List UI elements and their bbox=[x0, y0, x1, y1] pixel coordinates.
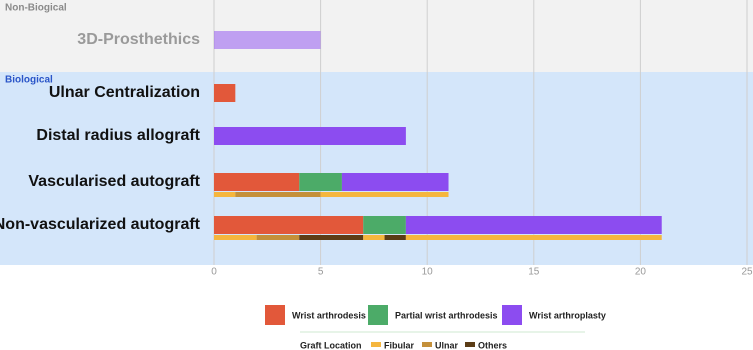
legend-label: Partial wrist arthrodesis bbox=[395, 310, 498, 320]
category-label: Distal radius allograft bbox=[36, 127, 200, 144]
graft-segment bbox=[256, 235, 300, 240]
bar-segment bbox=[214, 173, 300, 191]
bar-segment bbox=[299, 173, 342, 191]
x-tick-label: 5 bbox=[318, 267, 324, 278]
graft-legend-swatch bbox=[371, 342, 381, 347]
legend-swatch bbox=[368, 305, 388, 325]
legend-label: Wrist arthroplasty bbox=[529, 310, 606, 320]
group-background bbox=[0, 0, 753, 72]
category-label: 3D-Prosthethics bbox=[77, 31, 200, 48]
bar-segment bbox=[214, 84, 236, 102]
x-tick-label: 20 bbox=[635, 267, 647, 278]
graft-segment bbox=[235, 192, 321, 197]
bar-segment bbox=[341, 173, 449, 191]
group-label: Biological bbox=[5, 75, 53, 86]
x-tick-label: 0 bbox=[211, 267, 217, 278]
category-label: Ulnar Centralization bbox=[49, 84, 200, 101]
graft-legend-swatch bbox=[465, 342, 475, 347]
bar-segment bbox=[214, 31, 321, 49]
bar-segment bbox=[405, 216, 662, 234]
x-tick-label: 10 bbox=[422, 267, 434, 278]
graft-segment bbox=[299, 235, 364, 240]
graft-legend-swatch bbox=[422, 342, 432, 347]
graft-legend-title: Graft Location bbox=[300, 340, 362, 350]
group-label: Non-Biogical bbox=[5, 3, 67, 14]
graft-legend-label: Fibular bbox=[384, 340, 414, 350]
graft-segment bbox=[214, 235, 257, 240]
legend-swatch bbox=[502, 305, 522, 325]
graft-segment bbox=[384, 235, 406, 240]
legend-label: Wrist arthrodesis bbox=[292, 310, 366, 320]
graft-segment bbox=[363, 235, 385, 240]
category-label: Non-vascularized autograft bbox=[0, 216, 201, 233]
graft-legend-label: Others bbox=[478, 340, 507, 350]
bar-segment bbox=[214, 127, 406, 145]
graft-legend-label: Ulnar bbox=[435, 340, 459, 350]
category-label: Vascularised autograft bbox=[28, 173, 200, 190]
bar-segment bbox=[214, 216, 364, 234]
graft-segment bbox=[214, 192, 236, 197]
x-tick-label: 25 bbox=[741, 267, 753, 278]
graft-segment bbox=[320, 192, 449, 197]
legend-swatch bbox=[265, 305, 285, 325]
x-tick-label: 15 bbox=[528, 267, 540, 278]
graft-segment bbox=[405, 235, 662, 240]
bar-segment bbox=[363, 216, 406, 234]
